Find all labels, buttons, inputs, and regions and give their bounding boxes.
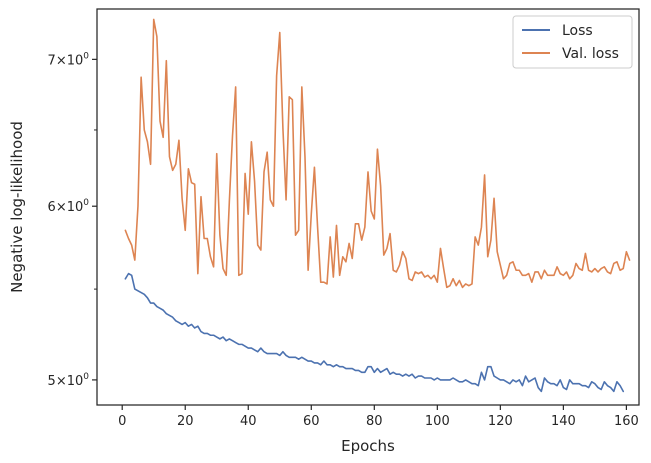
x-tick-label: 80: [366, 414, 383, 429]
y-tick-label: 5×100: [48, 372, 90, 389]
legend: Loss Val. loss: [512, 15, 633, 69]
series-line-val-loss: [124, 18, 631, 289]
x-tick-label: 140: [551, 414, 576, 429]
y-axis: 5×100 6×100 7×100: [48, 51, 97, 389]
x-axis: 0 20 40 60 80 100 120 140 160: [118, 405, 639, 429]
y-axis-title: Negative log-likelihood: [8, 121, 26, 293]
plot-frame: [96, 8, 640, 406]
x-tick-label: 160: [614, 414, 639, 429]
x-tick-label: 0: [118, 414, 126, 429]
series-line-loss: [124, 272, 625, 393]
y-tick-label: 6×100: [48, 198, 90, 215]
x-tick-label: 20: [177, 414, 194, 429]
x-axis-title: Epochs: [341, 437, 395, 455]
series-layer: [124, 18, 631, 393]
x-tick-label: 40: [240, 414, 257, 429]
y-tick-label: 7×100: [48, 51, 90, 68]
x-tick-label: 60: [303, 414, 320, 429]
legend-label-loss: Loss: [562, 23, 593, 39]
x-tick-label: 100: [425, 414, 450, 429]
x-tick-label: 120: [488, 414, 513, 429]
legend-label-val-loss: Val. loss: [562, 46, 619, 62]
